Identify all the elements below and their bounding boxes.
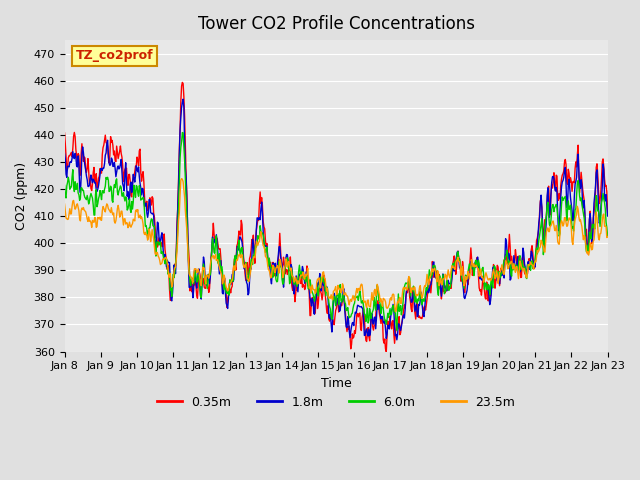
1.8m bbox=[126, 181, 134, 187]
0.35m bbox=[419, 307, 427, 312]
6.0m bbox=[393, 327, 401, 333]
Line: 23.5m: 23.5m bbox=[65, 179, 607, 312]
Line: 6.0m: 6.0m bbox=[65, 132, 607, 330]
23.5m bbox=[404, 285, 412, 291]
23.5m bbox=[211, 254, 219, 260]
23.5m bbox=[70, 203, 78, 208]
0.35m bbox=[61, 130, 68, 136]
23.5m bbox=[178, 176, 186, 181]
6.0m bbox=[126, 206, 134, 212]
1.8m bbox=[70, 156, 78, 161]
23.5m bbox=[61, 201, 68, 207]
1.8m bbox=[419, 312, 427, 318]
6.0m bbox=[211, 251, 219, 256]
0.35m bbox=[182, 174, 190, 180]
Line: 0.35m: 0.35m bbox=[65, 83, 607, 352]
6.0m bbox=[419, 296, 427, 302]
0.35m bbox=[383, 349, 390, 355]
6.0m bbox=[182, 197, 190, 203]
0.35m bbox=[604, 209, 611, 215]
23.5m bbox=[419, 289, 427, 295]
1.8m bbox=[211, 237, 219, 242]
23.5m bbox=[392, 309, 399, 314]
6.0m bbox=[404, 281, 412, 287]
1.8m bbox=[404, 285, 412, 290]
Legend: 0.35m, 1.8m, 6.0m, 23.5m: 0.35m, 1.8m, 6.0m, 23.5m bbox=[152, 391, 520, 414]
1.8m bbox=[604, 213, 611, 219]
Text: TZ_co2prof: TZ_co2prof bbox=[76, 49, 153, 62]
0.35m bbox=[404, 290, 412, 296]
0.35m bbox=[70, 130, 78, 135]
Title: Tower CO2 Profile Concentrations: Tower CO2 Profile Concentrations bbox=[198, 15, 474, 33]
23.5m bbox=[126, 223, 134, 229]
1.8m bbox=[393, 337, 401, 343]
1.8m bbox=[61, 150, 68, 156]
Line: 1.8m: 1.8m bbox=[65, 99, 607, 340]
1.8m bbox=[179, 96, 187, 102]
0.35m bbox=[126, 179, 134, 184]
6.0m bbox=[179, 130, 186, 135]
6.0m bbox=[70, 189, 78, 194]
0.35m bbox=[179, 80, 186, 85]
6.0m bbox=[604, 233, 611, 239]
1.8m bbox=[182, 175, 190, 180]
Y-axis label: CO2 (ppm): CO2 (ppm) bbox=[15, 162, 28, 230]
23.5m bbox=[604, 234, 611, 240]
0.35m bbox=[211, 239, 219, 245]
X-axis label: Time: Time bbox=[321, 377, 351, 390]
23.5m bbox=[182, 218, 190, 224]
6.0m bbox=[61, 182, 68, 188]
